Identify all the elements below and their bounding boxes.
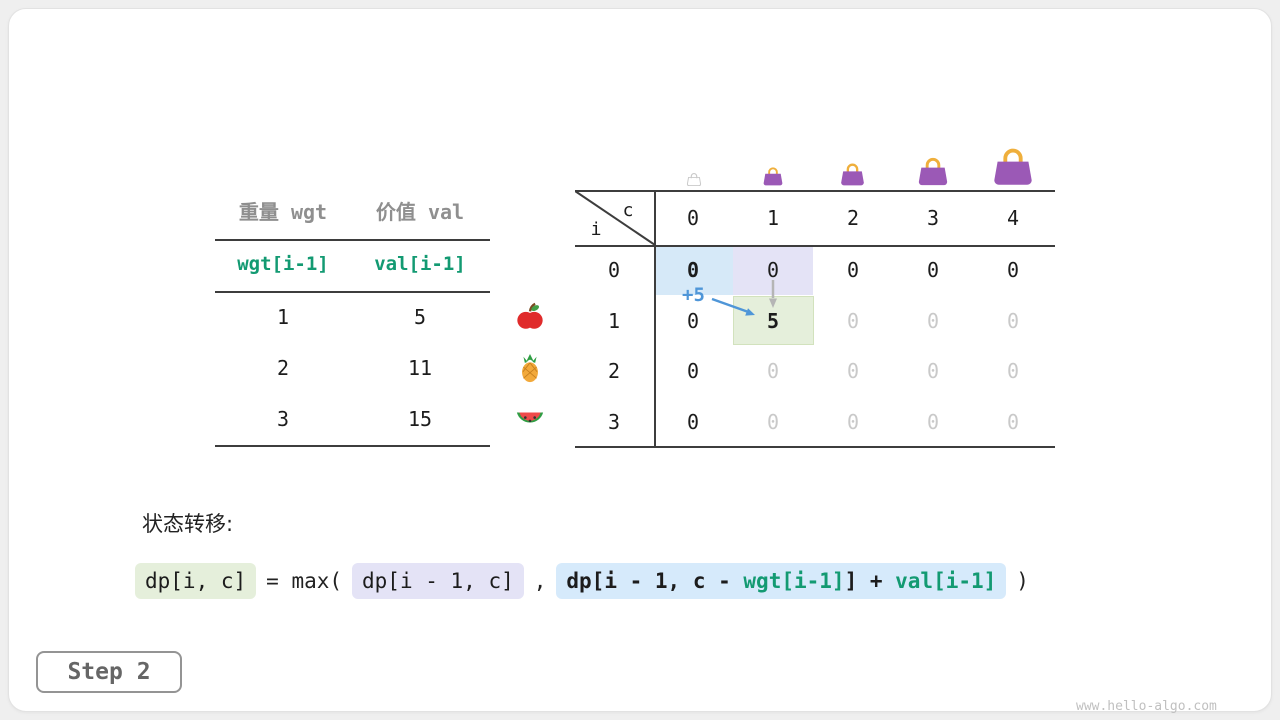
item-val-2: 11 [407, 356, 433, 380]
dp-table-corner-diagonal [575, 190, 655, 246]
formula-arg2-wgt: wgt[i-1] [743, 569, 845, 593]
item-val-3: 15 [407, 407, 433, 431]
handbag-small-icon [763, 167, 783, 186]
dp-col-header-2: 2 [846, 205, 860, 230]
dp-cell-r1-c4: 0 [1006, 309, 1020, 333]
dp-table-header-line [575, 245, 1055, 247]
dp-cell-r1-c1: 5 [766, 309, 780, 333]
dp-cell-r1-c3: 0 [926, 309, 940, 333]
dp-table-vertical-line [654, 190, 656, 448]
dp-cell-r0-c1: 0 [766, 258, 780, 282]
dp-cell-r3-c0: 0 [686, 410, 700, 434]
formula-arg2-pill: dp[i - 1, c - wgt[i-1]] + val[i-1] [556, 563, 1007, 599]
dp-col-header-4: 4 [1006, 205, 1020, 230]
formula-operator: = max( [266, 569, 343, 593]
item-wgt-3: 3 [276, 407, 290, 431]
formula-arg1-pill: dp[i - 1, c] [352, 563, 524, 599]
dp-row-header-3: 3 [607, 410, 621, 434]
dp-cell-r1-c0: 0 [686, 309, 700, 333]
formula-separator: , [533, 569, 547, 593]
item-val-1: 5 [413, 305, 427, 329]
transition-arrows [711, 280, 777, 316]
dp-cell-r3-c3: 0 [926, 410, 940, 434]
dp-corner-row-label: i [590, 219, 602, 240]
dp-row-header-1: 1 [607, 309, 621, 333]
dp-cell-r0-c0: 0 [686, 258, 700, 282]
dp-cell-r2-c4: 0 [1006, 359, 1020, 383]
formula-closing: ) [1016, 569, 1029, 593]
formula-arg2-val: val[i-1] [895, 569, 997, 593]
formula-lhs-pill: dp[i, c] [135, 563, 257, 599]
handbag-ghost-icon [686, 173, 702, 186]
item-table-header-wgt: 重量 wgt [238, 200, 328, 224]
dp-cell-r2-c0: 0 [686, 359, 700, 383]
item-table-header-val: 价值 val [375, 200, 465, 224]
dp-row-header-0: 0 [607, 258, 621, 282]
dp-cell-r3-c4: 0 [1006, 410, 1020, 434]
dp-cell-r2-c1: 0 [766, 359, 780, 383]
item-wgt-1: 1 [276, 305, 290, 329]
item-wgt-2: 2 [276, 356, 290, 380]
transition-formula: dp[i, c] = max( dp[i - 1, c] , dp[i - 1,… [135, 560, 1029, 602]
apple-icon [517, 302, 543, 329]
pineapple-icon [522, 353, 538, 383]
dp-cell-r0-c4: 0 [1006, 258, 1020, 282]
dp-row-header-2: 2 [607, 359, 621, 383]
item-table-divider-mid [215, 291, 490, 293]
watermelon-icon [516, 412, 544, 423]
dp-col-header-3: 3 [926, 205, 940, 230]
dp-table-bottom-line [575, 446, 1055, 448]
dp-cell-r3-c1: 0 [766, 410, 780, 434]
step-badge: Step 2 [36, 651, 182, 693]
item-table-divider-top [215, 239, 490, 241]
dp-table-top-line [575, 190, 1055, 192]
formula-arg2-prefix: dp[i - 1, c - [566, 569, 744, 593]
dp-cell-r3-c2: 0 [846, 410, 860, 434]
plus-value-annotation: +5 [682, 284, 705, 306]
handbag-medium-icon [841, 163, 864, 186]
dp-cell-r1-c2: 0 [846, 309, 860, 333]
dp-cell-r2-c2: 0 [846, 359, 860, 383]
formula-arg2-infix: ] + [844, 569, 896, 593]
dp-cell-r0-c3: 0 [926, 258, 940, 282]
dp-corner-col-label: c [622, 200, 634, 221]
item-table-formula-wgt: wgt[i-1] [237, 253, 329, 275]
item-table-formula-val: val[i-1] [374, 253, 466, 275]
handbag-large-icon [918, 157, 948, 186]
state-transition-label: 状态转移: [142, 512, 234, 536]
highlight-cell-r0c0 [655, 246, 733, 295]
watermark: www.hello-algo.com [1076, 699, 1217, 714]
dp-col-header-1: 1 [766, 205, 780, 230]
item-table-divider-bottom [215, 445, 490, 447]
dp-cell-r2-c3: 0 [926, 359, 940, 383]
dp-cell-r0-c2: 0 [846, 258, 860, 282]
dp-col-header-0: 0 [686, 205, 700, 230]
handbag-xlarge-icon [994, 148, 1032, 185]
